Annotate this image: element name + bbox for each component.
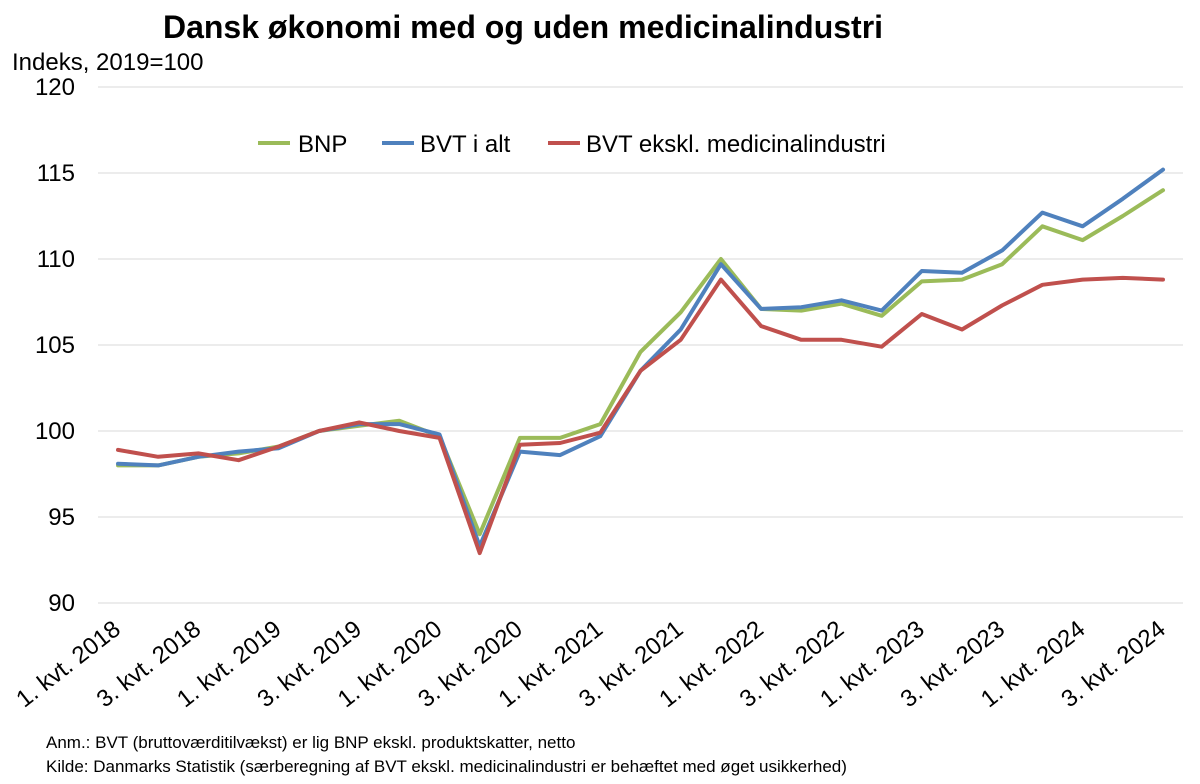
y-tick-label-90: 90: [48, 590, 75, 617]
series-line-bvt-ekskl-medicinalindustri: [116, 275, 1165, 556]
legend-label-bvt-i-alt: BVT i alt: [420, 131, 511, 158]
chart-title: Dansk økonomi med og uden medicinalindus…: [163, 9, 883, 45]
series-line-bnp: [116, 188, 1165, 537]
y-tick-label-115: 115: [37, 160, 75, 187]
footnote-anm: Anm.: BVT (bruttoværditilvækst) er lig B…: [46, 733, 575, 752]
series-line-bvt-i-alt: [116, 167, 1165, 549]
y-tick-label-95: 95: [48, 504, 75, 531]
legend-label-bvt-ekskl-medicinalindustri: BVT ekskl. medicinalindustri: [586, 131, 886, 158]
y-tick-label-105: 105: [35, 332, 75, 359]
y-axis-tick-labels: 90 95 100 105 110 115 120: [35, 74, 75, 617]
y-tick-label-110: 110: [37, 246, 75, 273]
series-lines: [116, 167, 1165, 556]
footnote-kilde: Kilde: Danmarks Statistik (særberegning …: [46, 757, 847, 776]
legend: BNP BVT i alt BVT ekskl. medicinalindust…: [258, 131, 886, 158]
legend-label-bnp: BNP: [298, 131, 347, 158]
y-tick-label-100: 100: [35, 418, 75, 445]
y-tick-label-120: 120: [35, 74, 75, 101]
y-axis-unit-label: Indeks, 2019=100: [12, 49, 204, 76]
gridlines: [98, 86, 1183, 604]
